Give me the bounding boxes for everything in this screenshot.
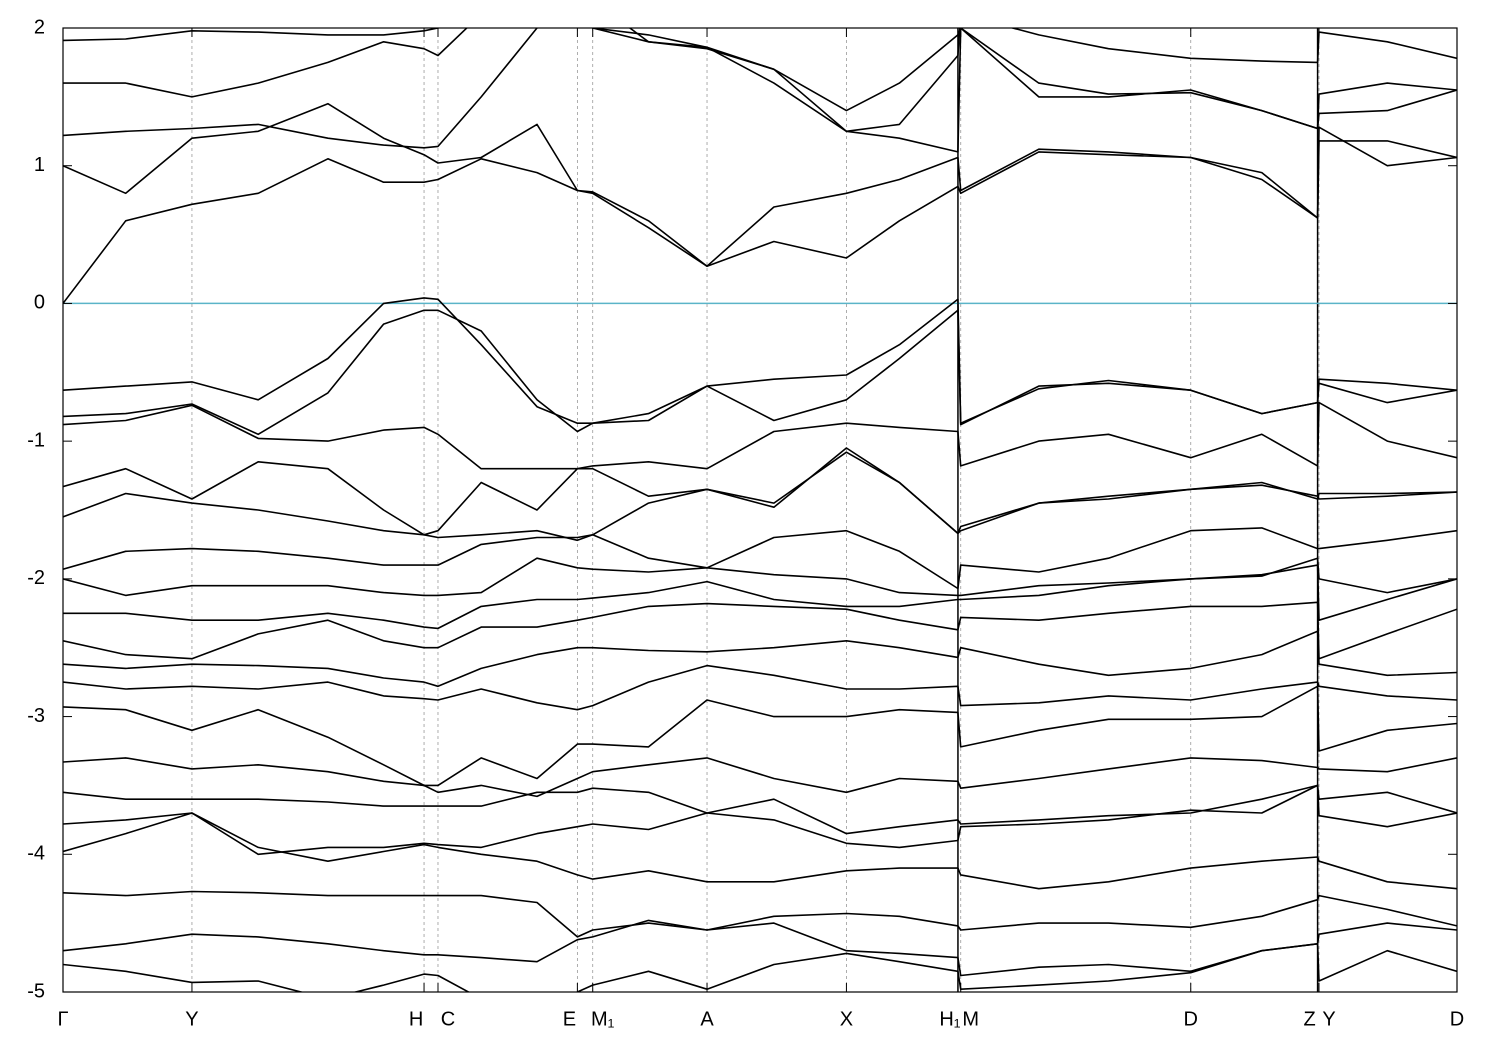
- x-tick-label: H: [409, 1008, 423, 1030]
- x-tick-label: Y: [1322, 1008, 1335, 1030]
- band-line: [63, 601, 1457, 660]
- band-line: [63, 784, 1457, 856]
- x-tick-label: M: [962, 1008, 979, 1030]
- band-line: [63, 630, 1457, 688]
- band-line: [63, 784, 1457, 835]
- x-tick-label: A: [700, 1008, 714, 1030]
- y-tick-label: -3: [27, 705, 45, 727]
- y-tick-label: -5: [27, 980, 45, 1002]
- x-tick-label: H₁: [939, 1008, 960, 1030]
- band-line: [63, 309, 1457, 436]
- x-tick-label: X: [840, 1008, 853, 1030]
- x-tick-label: Y: [185, 1008, 198, 1030]
- band-line: [63, 102, 1457, 267]
- band-line: [63, 297, 1457, 424]
- y-tick-label: -2: [27, 567, 45, 589]
- y-tick-label: 0: [34, 292, 45, 314]
- band-line: [63, 140, 1457, 304]
- y-tick-label: 2: [34, 16, 45, 38]
- x-tick-label: D: [1450, 1008, 1464, 1030]
- bands: [63, 28, 1457, 992]
- x-tick-label: E: [563, 1008, 576, 1030]
- band-line: [63, 564, 1457, 630]
- y-tick-label: 1: [34, 154, 45, 176]
- plot-frame: [62, 27, 1458, 993]
- grid: [62, 28, 1458, 992]
- band-line: [63, 943, 1457, 992]
- band-line: [63, 451, 1457, 536]
- band-line: [63, 685, 1457, 787]
- band-line: [63, 757, 1457, 798]
- x-tick-label: Z: [1303, 1008, 1315, 1030]
- x-tick-label: M₁: [591, 1008, 615, 1030]
- band-line: [63, 557, 1457, 597]
- axes: 210-1-2-3-4-5Γ Y H C E M₁ A X H₁ M D Z Y D: [27, 16, 1464, 1030]
- band-line: [63, 890, 1457, 938]
- band-line: [63, 664, 1457, 711]
- band-line: [63, 447, 1457, 542]
- x-tick-label: Γ: [57, 1008, 68, 1030]
- x-tick-label: C: [441, 1008, 455, 1030]
- band-line: [63, 401, 1457, 470]
- band-line: [63, 527, 1457, 590]
- band-line: [63, 28, 1457, 133]
- band-line: [63, 28, 1457, 153]
- band-line: [63, 919, 1457, 977]
- x-tick-label: D: [1184, 1008, 1198, 1030]
- band-line: [63, 812, 1457, 890]
- y-tick-label: -4: [27, 843, 45, 865]
- y-tick-label: -1: [27, 429, 45, 451]
